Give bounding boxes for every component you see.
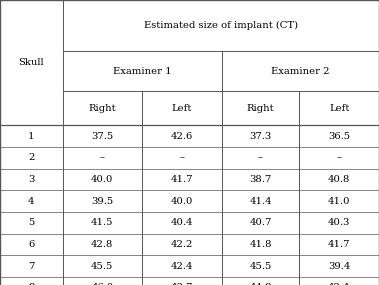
Text: 43.7: 43.7: [171, 283, 193, 285]
Text: 42.8: 42.8: [91, 240, 114, 249]
Text: 41.5: 41.5: [91, 218, 114, 227]
Text: 4: 4: [28, 197, 34, 206]
Text: 36.5: 36.5: [328, 132, 350, 141]
Text: 6: 6: [28, 240, 34, 249]
Text: 42.4: 42.4: [171, 262, 193, 271]
Text: 40.7: 40.7: [249, 218, 272, 227]
Text: 41.0: 41.0: [328, 197, 351, 206]
Text: 1: 1: [28, 132, 34, 141]
Text: 8: 8: [28, 283, 34, 285]
Text: 7: 7: [28, 262, 34, 271]
Text: 45.5: 45.5: [249, 262, 272, 271]
Text: Left: Left: [172, 104, 192, 113]
Text: 40.3: 40.3: [328, 218, 351, 227]
Text: 2: 2: [28, 153, 34, 162]
Text: 41.4: 41.4: [249, 197, 272, 206]
Text: 37.5: 37.5: [91, 132, 113, 141]
Text: Right: Right: [247, 104, 274, 113]
Text: –: –: [337, 153, 342, 162]
Text: 41.7: 41.7: [328, 240, 351, 249]
Text: Left: Left: [329, 104, 349, 113]
Text: –: –: [258, 153, 263, 162]
Text: 37.3: 37.3: [249, 132, 272, 141]
Text: 40.8: 40.8: [328, 175, 351, 184]
Text: 42.4: 42.4: [328, 283, 351, 285]
Text: Examiner 1: Examiner 1: [113, 67, 171, 76]
Text: 45.5: 45.5: [91, 262, 114, 271]
Text: –: –: [179, 153, 185, 162]
Text: –: –: [100, 153, 105, 162]
Text: 40.0: 40.0: [171, 197, 193, 206]
Text: 5: 5: [28, 218, 34, 227]
Text: 3: 3: [28, 175, 34, 184]
Text: Skull: Skull: [19, 58, 44, 67]
Text: 39.4: 39.4: [328, 262, 351, 271]
Text: Estimated size of implant (CT): Estimated size of implant (CT): [144, 21, 298, 30]
Text: 38.7: 38.7: [249, 175, 272, 184]
Text: Right: Right: [89, 104, 116, 113]
Text: 46.0: 46.0: [91, 283, 113, 285]
Text: 44.8: 44.8: [249, 283, 272, 285]
Text: 40.0: 40.0: [91, 175, 114, 184]
Text: 41.8: 41.8: [249, 240, 272, 249]
Text: 39.5: 39.5: [91, 197, 113, 206]
Text: Examiner 2: Examiner 2: [271, 67, 330, 76]
Text: 41.7: 41.7: [171, 175, 193, 184]
Text: 40.4: 40.4: [171, 218, 193, 227]
Text: 42.2: 42.2: [171, 240, 193, 249]
Text: 42.6: 42.6: [171, 132, 193, 141]
